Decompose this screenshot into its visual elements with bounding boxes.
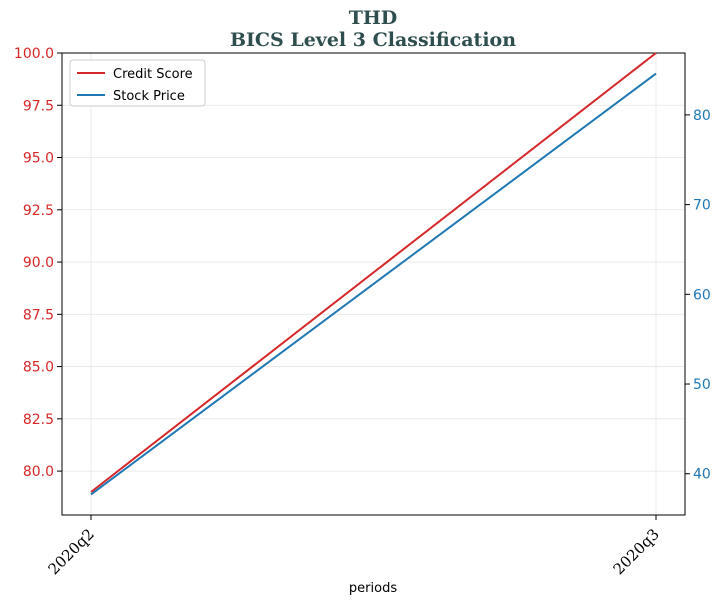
left-tick-label: 92.5 [23, 203, 54, 219]
left-tick-label: 97.5 [23, 98, 54, 114]
left-tick-label: 82.5 [23, 412, 54, 428]
right-tick-label: 80 [693, 108, 711, 124]
left-tick-label: 80.0 [23, 464, 54, 480]
series-line-stock-price [90, 72, 657, 496]
legend: Credit Score Stock Price [69, 59, 206, 107]
right-tick-label: 70 [693, 198, 711, 214]
left-tick-label: 90.0 [23, 255, 54, 271]
left-tick-label: 95.0 [23, 151, 54, 167]
left-tick-label: 100.0 [14, 46, 54, 62]
chart-subtitle: BICS Level 3 Classification [230, 29, 516, 51]
x-axis-label: periods [349, 581, 397, 596]
plot-frame [61, 52, 686, 516]
right-tick-label: 40 [693, 467, 711, 483]
right-y-axis: 40 50 60 70 80 [685, 108, 711, 483]
left-tick-label: 87.5 [23, 307, 54, 323]
chart-title: THD [349, 7, 398, 29]
right-tick-label: 50 [693, 377, 711, 393]
right-tick-label: 60 [693, 287, 711, 303]
series-lines [90, 52, 657, 496]
series-line-credit-score [90, 52, 657, 493]
legend-label-stock-price: Stock Price [113, 89, 185, 104]
legend-label-credit-score: Credit Score [113, 67, 193, 82]
left-y-axis: 80.0 82.5 85.0 87.5 90.0 92.5 95.0 97.5 100.0 [14, 46, 62, 480]
left-tick-label: 85.0 [23, 360, 54, 376]
